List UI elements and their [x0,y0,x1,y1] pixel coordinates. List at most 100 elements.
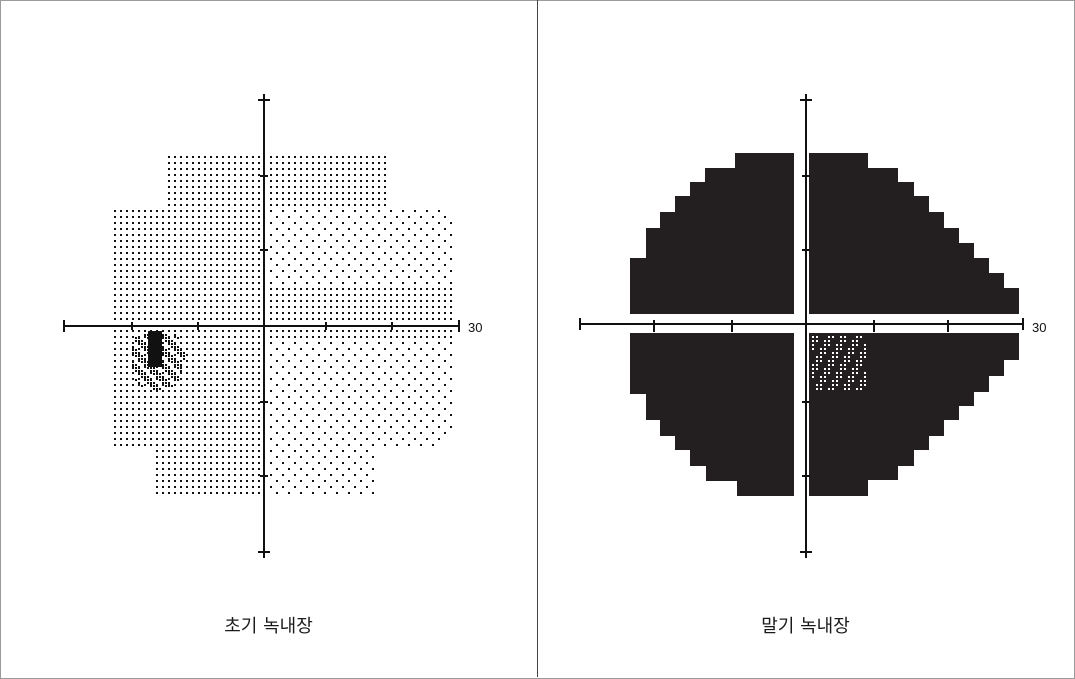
field-test-point [186,192,188,194]
field-test-point [252,480,254,482]
field-test-point [192,444,194,446]
field-test-point [240,234,242,236]
field-test-point [288,156,290,158]
field-test-point [306,342,308,344]
field-test-point [240,378,242,380]
field-test-point [192,348,194,350]
field-test-point [120,354,122,356]
field-test-point [162,264,164,266]
field-test-point [174,468,176,470]
field-test-point [258,156,260,158]
field-test-point [246,222,248,224]
field-test-point [228,402,230,404]
scotoma-stipple [162,334,164,336]
field-test-point [330,210,332,212]
field-test-point [420,300,422,302]
field-test-point [150,420,152,422]
residual-stipple [832,380,834,382]
field-test-point [162,402,164,404]
field-test-point [312,372,314,374]
field-test-point [354,258,356,260]
field-test-point [384,420,386,422]
field-test-point [432,444,434,446]
field-test-point [348,348,350,350]
field-test-point [192,312,194,314]
field-test-point [336,294,338,296]
field-test-point [288,240,290,242]
field-test-point [246,384,248,386]
field-test-point [234,426,236,428]
field-test-point [222,222,224,224]
field-test-point [192,366,194,368]
field-test-point [282,204,284,206]
scotoma-stipple [138,373,140,375]
field-test-point [276,372,278,374]
field-test-point [408,240,410,242]
field-test-point [192,354,194,356]
field-test-point [312,318,314,320]
field-test-point [246,168,248,170]
field-test-point [114,234,116,236]
field-test-point [192,192,194,194]
field-test-point [168,414,170,416]
field-test-point [192,360,194,362]
field-test-point [204,420,206,422]
field-test-point [438,414,440,416]
field-test-point [330,426,332,428]
field-test-point [312,294,314,296]
field-test-point [330,204,332,206]
field-test-point [204,432,206,434]
field-test-point [210,336,212,338]
field-test-point [300,384,302,386]
field-test-point [156,300,158,302]
field-test-point [132,300,134,302]
residual-stipple [852,368,854,370]
field-test-point [258,384,260,386]
field-test-point [252,468,254,470]
field-test-point [186,336,188,338]
field-test-point [138,318,140,320]
field-test-point [366,342,368,344]
field-test-point [378,300,380,302]
field-test-point [174,450,176,452]
field-test-point [366,234,368,236]
field-test-point [252,312,254,314]
field-test-point [222,450,224,452]
field-test-point [294,192,296,194]
scotoma-stipple [174,358,176,360]
scotoma-stipple [153,367,155,369]
field-test-point [216,414,218,416]
field-test-point [312,348,314,350]
field-test-point [246,360,248,362]
field-test-point [372,204,374,206]
field-test-point [390,318,392,320]
field-test-point [228,156,230,158]
field-test-point [372,384,374,386]
field-test-point [318,258,320,260]
field-test-point [450,378,452,380]
field-test-point [396,336,398,338]
field-test-point [258,336,260,338]
field-test-point [228,264,230,266]
field-test-point [120,372,122,374]
field-test-point [414,300,416,302]
field-test-point [168,318,170,320]
field-test-point [390,390,392,392]
residual-stipple [812,344,814,346]
field-test-point [450,426,452,428]
field-test-point [354,366,356,368]
field-test-point [234,330,236,332]
field-test-point [336,174,338,176]
residual-stipple [852,352,854,354]
residual-stipple [820,384,822,386]
field-test-point [222,210,224,212]
field-test-point [222,330,224,332]
field-test-point [228,396,230,398]
field-test-point [270,438,272,440]
field-test-point [324,276,326,278]
field-test-point [408,408,410,410]
field-test-point [348,306,350,308]
field-test-point [156,222,158,224]
field-test-point [180,276,182,278]
field-test-point [210,216,212,218]
